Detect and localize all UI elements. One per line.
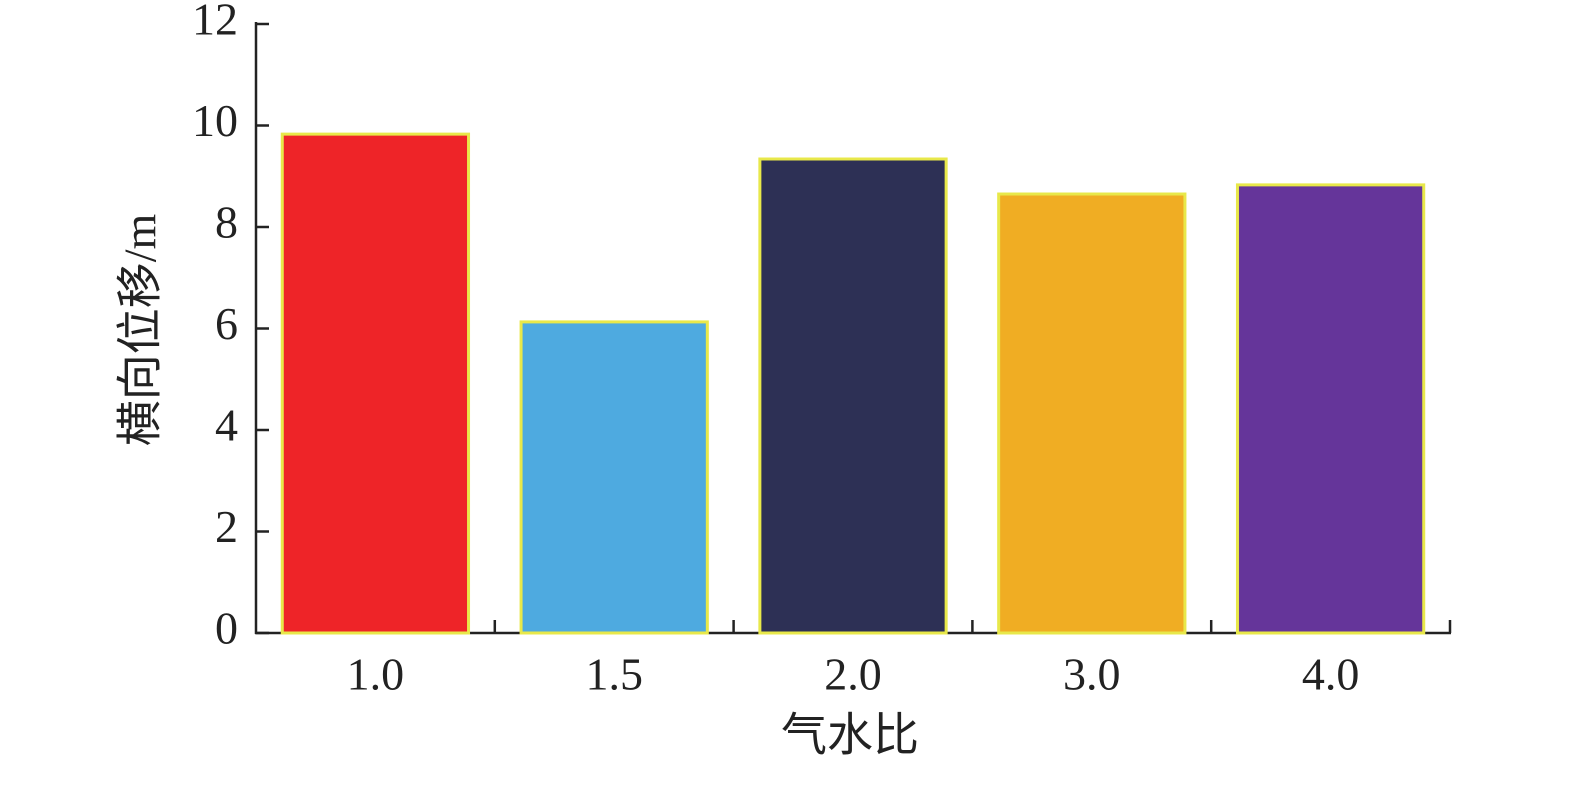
y-tick-label: 6 <box>215 298 238 349</box>
x-tick-label: 4.0 <box>1302 649 1360 700</box>
x-tick-label: 1.0 <box>347 649 405 700</box>
y-axis-label: 横向位移/m <box>115 214 166 447</box>
bar <box>280 132 471 635</box>
y-tick-label: 12 <box>192 0 238 45</box>
x-tick-label: 1.5 <box>585 649 643 700</box>
bar <box>1235 183 1426 635</box>
bar <box>519 320 709 635</box>
y-tick-label: 2 <box>215 501 238 552</box>
x-tick-label: 2.0 <box>824 649 882 700</box>
y-tick-label: 4 <box>215 400 238 451</box>
y-tick-label: 10 <box>192 95 238 146</box>
y-tick-label: 8 <box>215 197 238 248</box>
bar <box>997 192 1187 635</box>
x-axis-label: 气水比 <box>781 710 919 761</box>
y-tick-label: 0 <box>215 603 238 654</box>
x-tick-label: 3.0 <box>1063 649 1121 700</box>
bar <box>758 157 948 635</box>
